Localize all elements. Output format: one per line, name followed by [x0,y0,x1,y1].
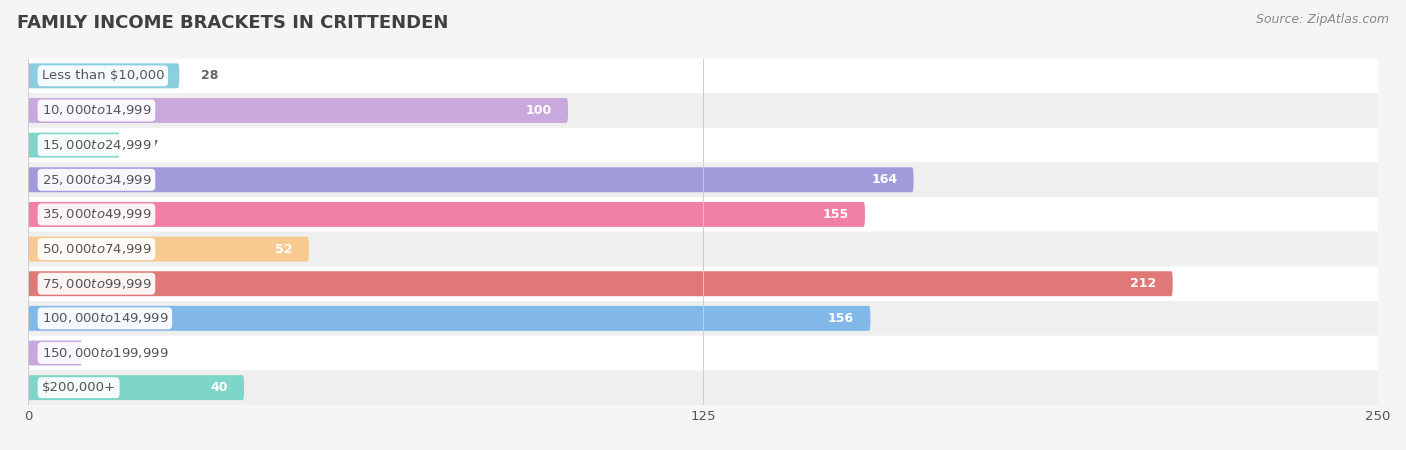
Text: 28: 28 [201,69,218,82]
Text: $75,000 to $99,999: $75,000 to $99,999 [42,277,152,291]
FancyBboxPatch shape [28,232,1378,266]
Text: $25,000 to $34,999: $25,000 to $34,999 [42,173,152,187]
FancyBboxPatch shape [28,197,1378,232]
FancyBboxPatch shape [28,336,1378,370]
Text: $10,000 to $14,999: $10,000 to $14,999 [42,104,152,117]
Text: Less than $10,000: Less than $10,000 [42,69,165,82]
FancyBboxPatch shape [28,306,870,331]
Text: 155: 155 [823,208,849,221]
FancyBboxPatch shape [28,202,865,227]
Text: 164: 164 [872,173,897,186]
FancyBboxPatch shape [28,58,1378,93]
Text: $150,000 to $199,999: $150,000 to $199,999 [42,346,169,360]
Text: $35,000 to $49,999: $35,000 to $49,999 [42,207,152,221]
FancyBboxPatch shape [28,63,180,88]
FancyBboxPatch shape [28,98,568,123]
Text: 212: 212 [1130,277,1157,290]
FancyBboxPatch shape [28,375,245,400]
Text: 100: 100 [526,104,551,117]
FancyBboxPatch shape [28,128,1378,162]
Text: 40: 40 [211,381,228,394]
Text: $15,000 to $24,999: $15,000 to $24,999 [42,138,152,152]
FancyBboxPatch shape [28,237,309,261]
FancyBboxPatch shape [28,133,120,158]
FancyBboxPatch shape [28,167,914,192]
Text: FAMILY INCOME BRACKETS IN CRITTENDEN: FAMILY INCOME BRACKETS IN CRITTENDEN [17,14,449,32]
FancyBboxPatch shape [28,301,1378,336]
FancyBboxPatch shape [28,370,1378,405]
FancyBboxPatch shape [28,341,82,365]
FancyBboxPatch shape [28,271,1173,296]
FancyBboxPatch shape [28,93,1378,128]
Text: 52: 52 [276,243,292,256]
Text: 17: 17 [142,139,159,152]
FancyBboxPatch shape [28,266,1378,301]
Text: 10: 10 [104,346,121,360]
Text: $50,000 to $74,999: $50,000 to $74,999 [42,242,152,256]
FancyBboxPatch shape [28,162,1378,197]
Text: $200,000+: $200,000+ [42,381,115,394]
Text: 156: 156 [828,312,855,325]
Text: $100,000 to $149,999: $100,000 to $149,999 [42,311,169,325]
Text: Source: ZipAtlas.com: Source: ZipAtlas.com [1256,14,1389,27]
